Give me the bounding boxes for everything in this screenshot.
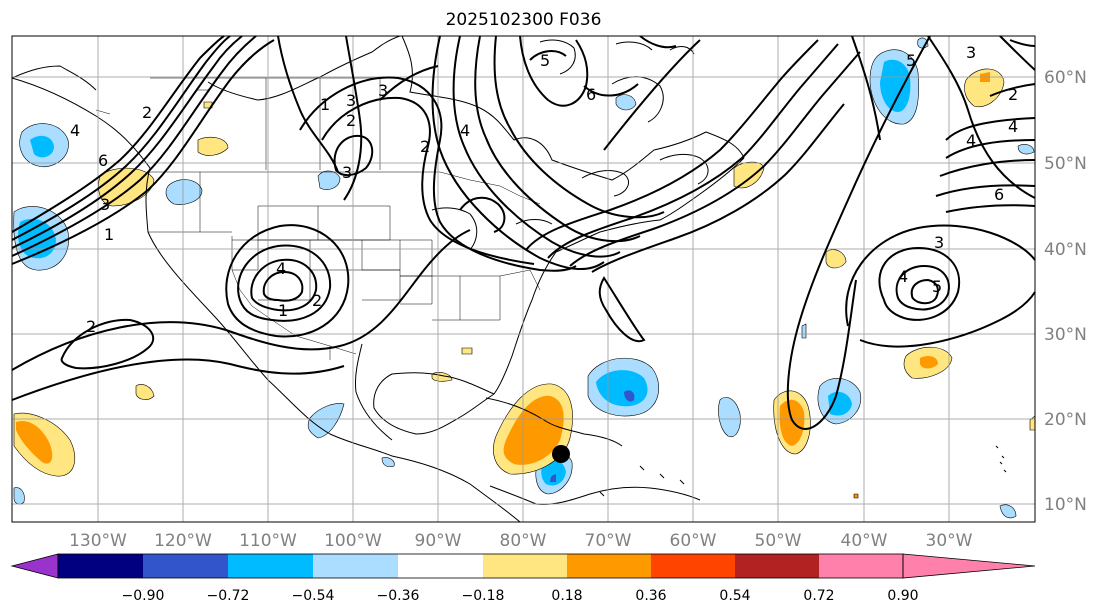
colorbar-segment xyxy=(58,554,143,578)
lon-label: 50°W xyxy=(755,531,802,551)
contour-label: 2 xyxy=(142,103,152,122)
colorbar-tick-label: −0.72 xyxy=(207,588,250,604)
contour-label: 3 xyxy=(100,195,110,214)
colorbar-tick-label: 0.36 xyxy=(635,588,666,604)
lon-label: 40°W xyxy=(841,531,888,551)
contour-label: 6 xyxy=(98,151,108,170)
colorbar-segment xyxy=(735,554,819,578)
lat-label: 10°N xyxy=(1044,495,1087,515)
contour-label: 5 xyxy=(540,51,550,70)
colorbar-segment xyxy=(398,554,483,578)
colorbar-tick-label: −0.36 xyxy=(377,588,420,604)
contour-label: 1 xyxy=(320,95,330,114)
lat-label: 40°N xyxy=(1044,240,1087,260)
lon-label: 80°W xyxy=(500,531,547,551)
colorbar-segment xyxy=(567,554,651,578)
contour-label: 3 xyxy=(934,233,944,252)
map-title: 2025102300 F036 xyxy=(445,10,602,30)
contour-label: 4 xyxy=(1008,117,1018,136)
lat-label: 30°N xyxy=(1044,325,1087,345)
contour-label: 4 xyxy=(276,259,286,278)
lon-label: 90°W xyxy=(415,531,462,551)
contour-label: 2 xyxy=(312,291,322,310)
colorbar-tick-label: −0.18 xyxy=(462,588,505,604)
lon-label: 100°W xyxy=(324,531,382,551)
colorbar-segment xyxy=(483,554,567,578)
contour-label: 2 xyxy=(420,137,430,156)
contour-lines xyxy=(11,35,1036,430)
colorbar-tick-label: 0.72 xyxy=(803,588,834,604)
colorbar-segment xyxy=(819,554,903,578)
contour-label: 2 xyxy=(1008,85,1018,104)
contour-label: 6 xyxy=(994,185,1004,204)
contour-label: 2 xyxy=(346,111,356,130)
lat-label: 60°N xyxy=(1044,68,1087,88)
contour-label: 1 xyxy=(104,225,114,244)
longitude-axis: 130°W 120°W 110°W 100°W 90°W 80°W 70°W 6… xyxy=(69,531,973,551)
colorbar: −0.90 −0.72 −0.54 −0.36 −0.18 0.18 0.36 … xyxy=(10,553,1036,604)
contour-label: 2 xyxy=(86,317,96,336)
lon-label: 60°W xyxy=(670,531,717,551)
contour-label: 5 xyxy=(906,51,916,70)
contour-label: 4 xyxy=(460,121,470,140)
lat-lon-grid xyxy=(12,36,1035,522)
contour-label: 3 xyxy=(378,81,388,100)
colorbar-segment xyxy=(143,554,228,578)
contour-label: 3 xyxy=(342,163,352,182)
contour-label: 4 xyxy=(70,121,80,140)
lon-label: 30°W xyxy=(926,531,973,551)
shaded-anomalies xyxy=(13,37,1036,519)
colorbar-extend-low xyxy=(10,553,59,579)
map-frame xyxy=(11,35,1036,523)
colorbar-extend-high xyxy=(902,553,1036,579)
contour-label: 4 xyxy=(966,131,976,150)
colorbar-tick-label: 0.90 xyxy=(887,588,918,604)
contour-label: 3 xyxy=(966,43,976,62)
storm-center-marker xyxy=(552,445,570,463)
lat-label: 20°N xyxy=(1044,410,1087,430)
colorbar-segment xyxy=(651,554,735,578)
lon-label: 130°W xyxy=(69,531,127,551)
contour-label: 5 xyxy=(932,277,942,296)
contour-label: 3 xyxy=(346,91,356,110)
colorbar-segment xyxy=(228,554,313,578)
contour-label-group: 2 4 1 2 3 6 5 4 3 2 1 6 4 3 1 2 5 4 3 6 … xyxy=(70,43,1018,336)
lon-label: 110°W xyxy=(239,531,297,551)
colorbar-tick-label: −0.90 xyxy=(122,588,165,604)
colorbar-tick-label: 0.54 xyxy=(719,588,750,604)
lon-label: 120°W xyxy=(154,531,212,551)
colorbar-tick-label: 0.18 xyxy=(551,588,582,604)
colorbar-segment xyxy=(313,554,398,578)
contour-label: 6 xyxy=(586,85,596,104)
contour-label: 1 xyxy=(278,301,288,320)
contour-label: 4 xyxy=(898,267,908,286)
lon-label: 70°W xyxy=(585,531,632,551)
colorbar-outline xyxy=(57,553,904,579)
latitude-axis: 60°N 50°N 40°N 30°N 20°N 10°N xyxy=(1044,68,1087,515)
lat-label: 50°N xyxy=(1044,154,1087,174)
colorbar-tick-label: −0.54 xyxy=(292,588,335,604)
